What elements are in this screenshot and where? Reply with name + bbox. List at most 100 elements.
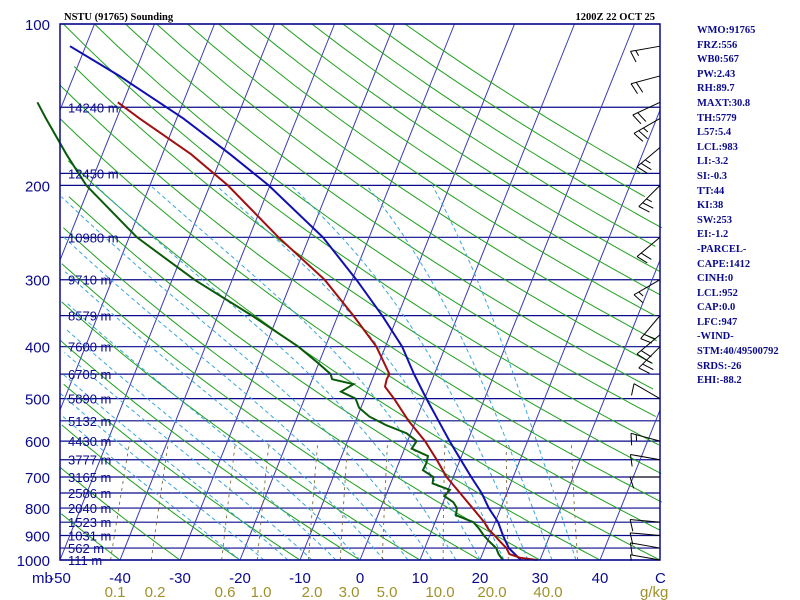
temperature-tick-label: -30: [169, 570, 191, 587]
isotherm-line: [539, 259, 661, 561]
moist-adiabat-line: [290, 185, 529, 561]
wind-barb: [630, 75, 661, 95]
mixing-ratio-line: [150, 441, 170, 561]
dry-adiabat-line: [60, 513, 121, 561]
temperature-tick-label: 10: [412, 570, 429, 587]
moist-adiabat-line: [64, 328, 337, 561]
stat-item: -PARCEL-: [697, 243, 747, 255]
mixing-ratio-line: [339, 441, 349, 561]
height-label: 111 m: [68, 553, 102, 568]
isotherm-line: [59, 23, 155, 261]
height-label: 6705 m: [68, 367, 111, 382]
dry-adiabat-line: [187, 23, 657, 342]
wind-barb-staff: [630, 75, 661, 85]
height-label: 12450 m: [68, 166, 119, 181]
wind-barb-staff: [630, 542, 661, 549]
stat-item: STM:40/49500792: [697, 346, 779, 358]
dry-adiabat-line: [61, 263, 481, 561]
mixing-ratio-tick-label: 2.0: [302, 584, 323, 600]
isotherm-line: [299, 23, 515, 561]
dry-adiabat-line: [125, 23, 654, 390]
wind-barb-flag: [644, 334, 656, 340]
mixing-ratio-tick-label: 40.0: [533, 584, 562, 600]
mixing-ratio-line: [256, 441, 270, 561]
dry-adiabat-line: [60, 340, 361, 561]
dry-adiabat-line: [59, 466, 181, 561]
pressure-tick-label: 700: [25, 470, 50, 487]
moist-adiabat-line: [62, 373, 289, 561]
wind-barb-flag: [637, 112, 647, 122]
moist-adiabat-line: [150, 185, 481, 561]
wind-barb-staff: [633, 279, 661, 296]
stat-item: LI:-3.2: [697, 156, 729, 168]
wind-barb: [636, 334, 661, 361]
wind-barb-flag: [640, 338, 653, 344]
isotherm-line: [119, 23, 335, 561]
wind-barb: [629, 476, 660, 489]
pressure-tick-label: 300: [25, 273, 50, 290]
wind-barb-flag: [636, 256, 648, 264]
wind-barb-flag: [638, 206, 650, 213]
wind-barb-flag: [631, 383, 635, 396]
isotherm-line: [59, 23, 215, 411]
parcel-line: [69, 45, 522, 561]
mixing-ratio-unit: g/kg: [640, 584, 668, 600]
wind-barb-half: [646, 359, 652, 364]
dry-adiabat-line: [342, 23, 663, 229]
moist-adiabat-line: [64, 271, 385, 561]
temperature-tick-label: 30: [532, 570, 549, 587]
moist-adiabat-line: [366, 185, 553, 561]
wind-barb-flag: [630, 83, 638, 95]
dry-adiabat-line: [63, 23, 660, 446]
moist-adiabat-line: [61, 196, 433, 561]
temperature-line: [117, 101, 538, 561]
wind-barb-flag: [629, 542, 633, 555]
mixing-ratio-line: [442, 441, 446, 560]
dewpoint-line: [36, 101, 504, 561]
temperature-tick-label: 40: [592, 570, 609, 587]
wind-barb: [636, 147, 661, 174]
height-label: 5132 m: [68, 414, 111, 429]
dry-adiabat-line: [249, 23, 661, 296]
wind-barb-staff: [633, 383, 661, 400]
height-label: 3777 m: [68, 453, 111, 468]
wind-barb: [629, 532, 661, 545]
height-label: 4430 m: [68, 434, 111, 449]
stat-item: LCL:952: [697, 287, 738, 299]
pressure-tick-label: 200: [25, 178, 50, 195]
dry-adiabat-line: [68, 196, 601, 561]
wind-barb-staff: [632, 101, 661, 116]
wind-barb: [631, 383, 661, 400]
pressure-tick-label: 400: [25, 340, 50, 357]
wind-barb-staff: [636, 334, 661, 355]
mixing-ratio-tick-label: 5.0: [377, 584, 398, 600]
dry-adiabat-line: [63, 227, 541, 561]
wind-barb: [629, 554, 661, 561]
mixing-ratio-tick-label: 3.0: [339, 584, 360, 600]
dry-adiabat-line: [73, 66, 662, 475]
mixing-ratio-tick-label: 0.2: [145, 584, 166, 600]
dry-adiabat-line: [61, 301, 421, 561]
temperature-tick-label: 20: [472, 570, 489, 587]
temperature-tick-label: 0: [356, 570, 364, 587]
isotherm-line: [359, 23, 575, 561]
dry-adiabat-line: [94, 23, 656, 418]
stat-item: WB0:567: [697, 54, 739, 66]
wind-barb-flag: [633, 133, 644, 142]
wind-barb-staff: [638, 346, 661, 369]
stats-panel: WMO:91765 FRZ:556 WB0:567 PW:2.43 RH:89.7 MAX…: [697, 24, 800, 389]
wind-barb-staff: [633, 117, 661, 134]
pressure-axis-unit: mb: [32, 570, 53, 587]
height-label: 1031 m: [68, 528, 111, 543]
stat-item: L57:5.4: [697, 127, 732, 139]
dry-adiabat-line: [311, 23, 656, 247]
stat-item: LFC:947: [697, 316, 738, 328]
dry-adiabat-line: [61, 424, 241, 561]
wind-barb-half: [646, 198, 652, 203]
stat-item: SI:-0.3: [697, 170, 728, 182]
wind-barb-staff: [630, 554, 661, 561]
wind-barb-staff: [630, 45, 661, 52]
mixing-ratio-line: [570, 441, 579, 561]
isotherm-line: [479, 110, 661, 561]
